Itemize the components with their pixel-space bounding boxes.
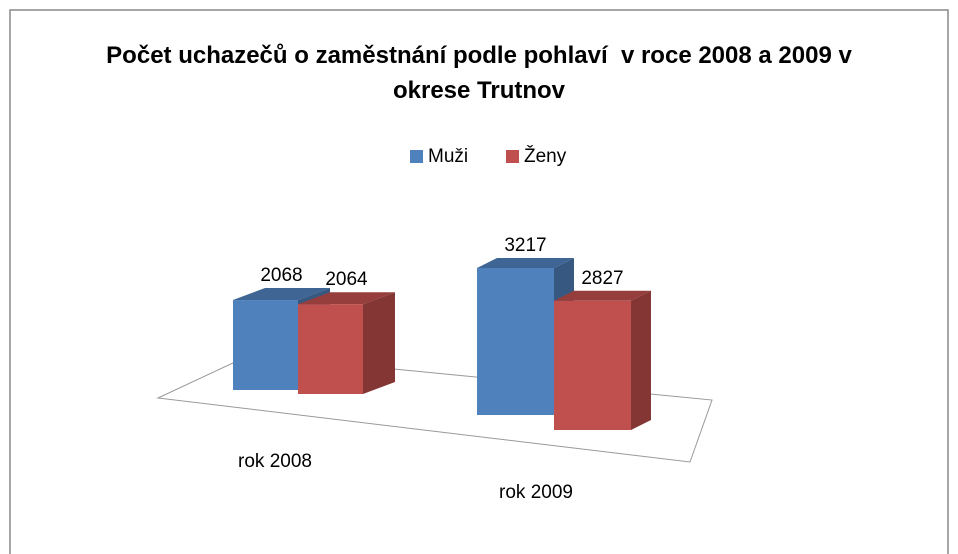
chart-title: Počet uchazečů o zaměstnání podle pohlav… [106,42,859,104]
x-tick-label: rok 2008 [238,451,312,472]
bar [233,300,298,390]
x-tick-label: rok 2009 [499,482,573,503]
legend-swatch [410,150,423,163]
data-label: 3217 [504,235,546,256]
data-label: 2068 [260,265,302,286]
data-label: 2064 [325,269,368,290]
legend-swatch [506,150,519,163]
bar [477,267,554,415]
legend-label: Muži [428,146,468,167]
chart-border [9,9,949,554]
bar-top [554,290,651,301]
bar-top [233,288,330,301]
bar-side [631,290,651,430]
floor [156,354,713,463]
bar-top [298,292,395,305]
bar [298,304,363,394]
bar-side [363,292,395,394]
bar [554,300,631,430]
legend-label: Ženy [524,145,567,167]
bar-top [477,257,574,268]
data-label: 2827 [581,268,623,289]
